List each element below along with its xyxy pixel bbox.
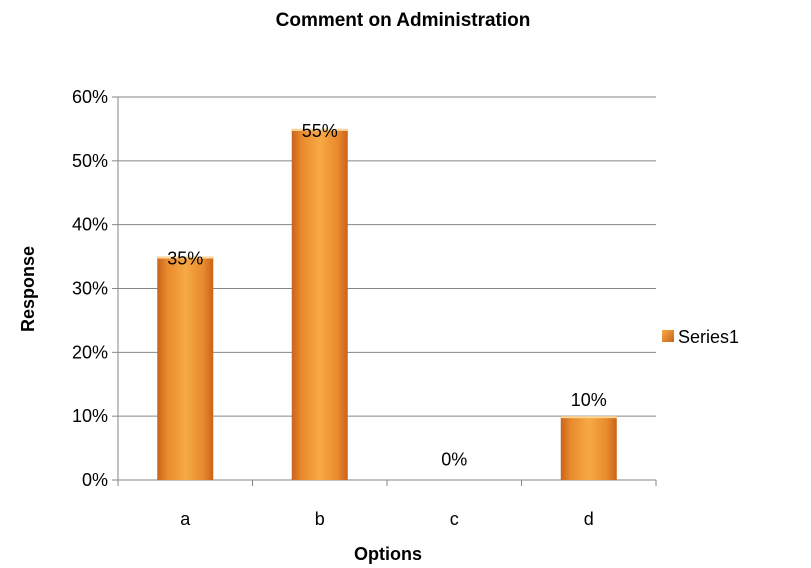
y-tick-label: 20% — [72, 342, 108, 362]
y-tick-label: 10% — [72, 406, 108, 426]
x-tick-label: a — [180, 509, 191, 529]
x-tick-label: b — [315, 509, 325, 529]
bars — [157, 128, 617, 480]
legend: Series1 — [662, 327, 739, 347]
legend-label: Series1 — [678, 327, 739, 347]
x-axis-title: Options — [354, 544, 422, 564]
data-labels: 35% 55% 0% 10% — [167, 121, 607, 469]
y-tick-label: 60% — [72, 87, 108, 107]
bar-top-highlight — [560, 416, 617, 419]
y-tick-label: 40% — [72, 215, 108, 235]
bar — [560, 416, 617, 480]
data-label: 0% — [441, 449, 467, 469]
y-axis-title: Response — [18, 246, 38, 332]
bar-top-highlight — [157, 256, 214, 259]
y-tick-label: 30% — [72, 279, 108, 299]
data-label: 55% — [302, 121, 338, 141]
bar — [291, 128, 348, 480]
y-tick-label: 0% — [82, 470, 108, 490]
x-tick-label: c — [450, 509, 459, 529]
y-axis-ticks: 0% 10% 20% 30% 40% 50% 60% — [72, 87, 118, 490]
legend-swatch — [662, 330, 674, 342]
bar — [157, 256, 214, 480]
x-tick-label: d — [584, 509, 594, 529]
chart-title: Comment on Administration — [276, 10, 531, 31]
data-label: 10% — [571, 390, 607, 410]
bar-top-highlight — [291, 128, 348, 131]
y-tick-label: 50% — [72, 151, 108, 171]
data-label: 35% — [167, 249, 203, 269]
x-axis-ticks: a b c d — [117, 480, 657, 529]
